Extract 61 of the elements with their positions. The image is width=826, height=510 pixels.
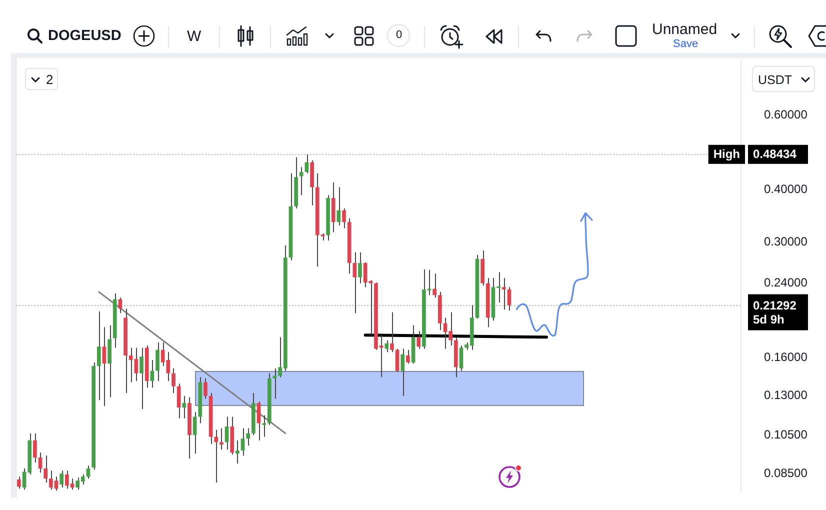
y-tick-label: 0.13000	[764, 388, 808, 402]
count-badge: 0	[387, 24, 410, 47]
candlestick	[342, 208, 346, 229]
text: Unnamed	[652, 21, 718, 38]
candlestick	[336, 186, 341, 226]
y-tick-label: 0.60000	[764, 107, 808, 122]
candlestick	[182, 395, 186, 419]
candlestick	[507, 286, 512, 311]
candlestick	[262, 414, 266, 438]
candlestick	[38, 452, 42, 474]
candlestick	[204, 378, 208, 400]
candlestick	[44, 455, 48, 483]
candlestick	[224, 416, 229, 450]
candlestick	[240, 428, 245, 456]
y-tick-label: 0.30000	[764, 234, 808, 249]
candlestick	[33, 432, 37, 464]
candlestick	[60, 470, 64, 488]
y-tick-label: 0.24000	[764, 276, 808, 290]
candlestick	[400, 348, 405, 396]
chart-title: DOGEUSD	[48, 28, 122, 44]
y-axis-title: USDT	[758, 72, 792, 86]
candlestick	[406, 349, 410, 364]
currency-button: USDT	[752, 66, 815, 92]
candlestick	[432, 273, 437, 298]
candlestick	[86, 465, 90, 480]
candlestick	[220, 428, 224, 450]
candlestick	[156, 342, 160, 382]
candlestick	[358, 252, 362, 284]
candlestick	[416, 330, 421, 350]
candlestick	[256, 401, 261, 441]
candlestick	[96, 310, 101, 401]
y-tick-label: 0.10500	[764, 427, 808, 442]
candlestick	[272, 368, 277, 400]
collapse-button: 2	[25, 68, 58, 90]
ref-line-label: 5d 9h	[753, 312, 784, 327]
candlestick	[102, 326, 106, 407]
y-tick-label: 0.16000	[764, 350, 808, 364]
candlestick	[459, 345, 464, 372]
candlestick	[502, 278, 506, 310]
text: Save	[673, 38, 698, 50]
candlestick	[246, 428, 250, 446]
candlestick	[214, 429, 218, 483]
candlestick	[150, 360, 154, 388]
candlestick	[172, 368, 176, 394]
candlestick	[192, 412, 197, 454]
candlestick	[176, 383, 181, 419]
candlestick	[140, 347, 144, 410]
candlestick	[299, 166, 304, 196]
annotation: 2	[46, 72, 54, 87]
y-tick-label: 0.08500	[764, 466, 808, 480]
candlestick	[384, 340, 389, 353]
candlestick	[17, 476, 21, 490]
candlestick	[236, 440, 240, 464]
text: 0.48434	[753, 147, 797, 162]
candlestick	[390, 312, 394, 353]
text: W	[187, 28, 202, 45]
y-tick-label: 0.40000	[764, 182, 808, 196]
text: 0.21292	[753, 298, 797, 313]
ref-line-label: High	[713, 147, 740, 162]
candlestick	[395, 348, 400, 373]
candlestick	[352, 252, 357, 314]
